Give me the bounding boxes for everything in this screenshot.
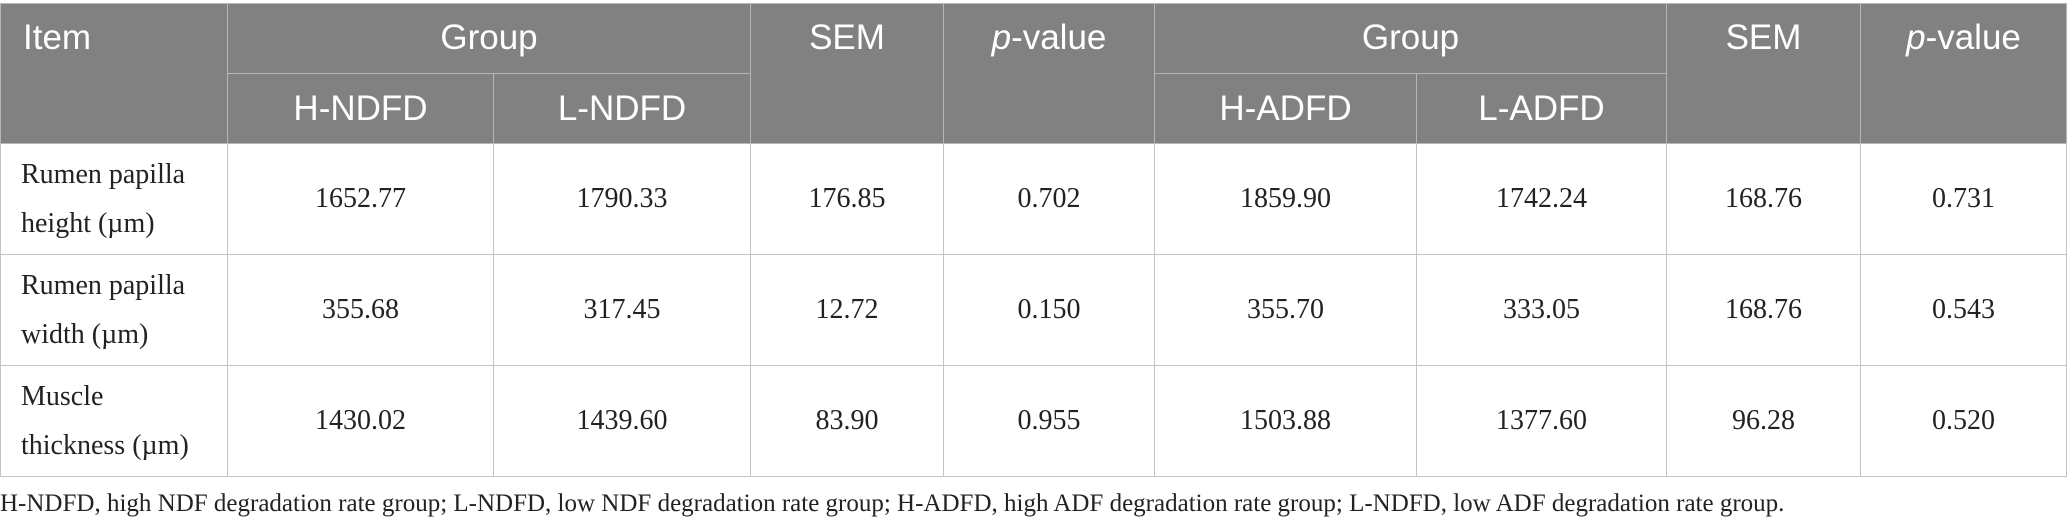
sem-ndf-cell: 83.90: [750, 365, 944, 477]
table-row: Muscle thickness (µm) 1430.02 1439.60 83.…: [0, 365, 2067, 477]
h-ndfd-header: H-NDFD: [227, 73, 494, 144]
p-symbol: p: [991, 18, 1012, 57]
l-adfd-header: L-ADFD: [1416, 73, 1667, 144]
pvalue-adf-cell: 0.520: [1860, 365, 2067, 477]
group-adf-header: Group: [1154, 3, 1667, 74]
pvalue-adf-cell: 0.731: [1860, 143, 2067, 255]
h-adfd-cell: 1503.88: [1154, 365, 1417, 477]
item-cell: Muscle thickness (µm): [0, 365, 228, 477]
sem-adf-cell: 168.76: [1666, 143, 1861, 255]
h-ndfd-cell: 1652.77: [227, 143, 494, 255]
sem-ndf-cell: 12.72: [750, 254, 944, 366]
pvalue-ndf-header: p-value: [943, 3, 1155, 144]
h-adfd-cell: 355.70: [1154, 254, 1417, 366]
results-table: Item Group SEM p-value Group SEM p-value…: [0, 3, 2067, 477]
sem-ndf-header: SEM: [750, 3, 944, 144]
group-ndf-header: Group: [227, 3, 751, 74]
l-ndfd-header: L-NDFD: [493, 73, 751, 144]
sem-adf-cell: 96.28: [1666, 365, 1861, 477]
value-suffix: -value: [1925, 18, 2021, 57]
h-adfd-header: H-ADFD: [1154, 73, 1417, 144]
item-label-line1: Rumen papilla: [21, 159, 186, 190]
pvalue-adf-header: p-value: [1860, 3, 2067, 144]
table-row: Rumen papilla width (µm) 355.68 317.45 12…: [0, 254, 2067, 366]
item-label-line2: height (µm): [21, 208, 155, 239]
l-adfd-cell: 333.05: [1416, 254, 1667, 366]
pvalue-ndf-cell: 0.955: [943, 365, 1155, 477]
sem-adf-cell: 168.76: [1666, 254, 1861, 366]
pvalue-ndf-cell: 0.150: [943, 254, 1155, 366]
h-ndfd-cell: 355.68: [227, 254, 494, 366]
item-cell: Rumen papilla height (µm): [0, 143, 228, 255]
pvalue-ndf-cell: 0.702: [943, 143, 1155, 255]
h-ndfd-cell: 1430.02: [227, 365, 494, 477]
item-label-line2: width (µm): [21, 319, 149, 350]
h-adfd-cell: 1859.90: [1154, 143, 1417, 255]
pvalue-adf-cell: 0.543: [1860, 254, 2067, 366]
table-footnote: H-NDFD, high NDF degradation rate group;…: [0, 490, 1785, 517]
l-adfd-cell: 1377.60: [1416, 365, 1667, 477]
l-ndfd-cell: 1439.60: [493, 365, 751, 477]
item-cell: Rumen papilla width (µm): [0, 254, 228, 366]
sem-ndf-cell: 176.85: [750, 143, 944, 255]
l-ndfd-cell: 317.45: [493, 254, 751, 366]
sem-adf-header: SEM: [1666, 3, 1861, 144]
table-row: Rumen papilla height (µm) 1652.77 1790.33…: [0, 143, 2067, 255]
item-label-line1: Muscle: [21, 381, 104, 412]
l-adfd-cell: 1742.24: [1416, 143, 1667, 255]
p-symbol: p: [1906, 18, 1926, 57]
item-label-line1: Rumen papilla: [21, 270, 186, 301]
item-column-header: Item: [0, 3, 228, 144]
l-ndfd-cell: 1790.33: [493, 143, 751, 255]
item-label-line2: thickness (µm): [21, 430, 189, 461]
value-suffix: -value: [1011, 18, 1107, 57]
